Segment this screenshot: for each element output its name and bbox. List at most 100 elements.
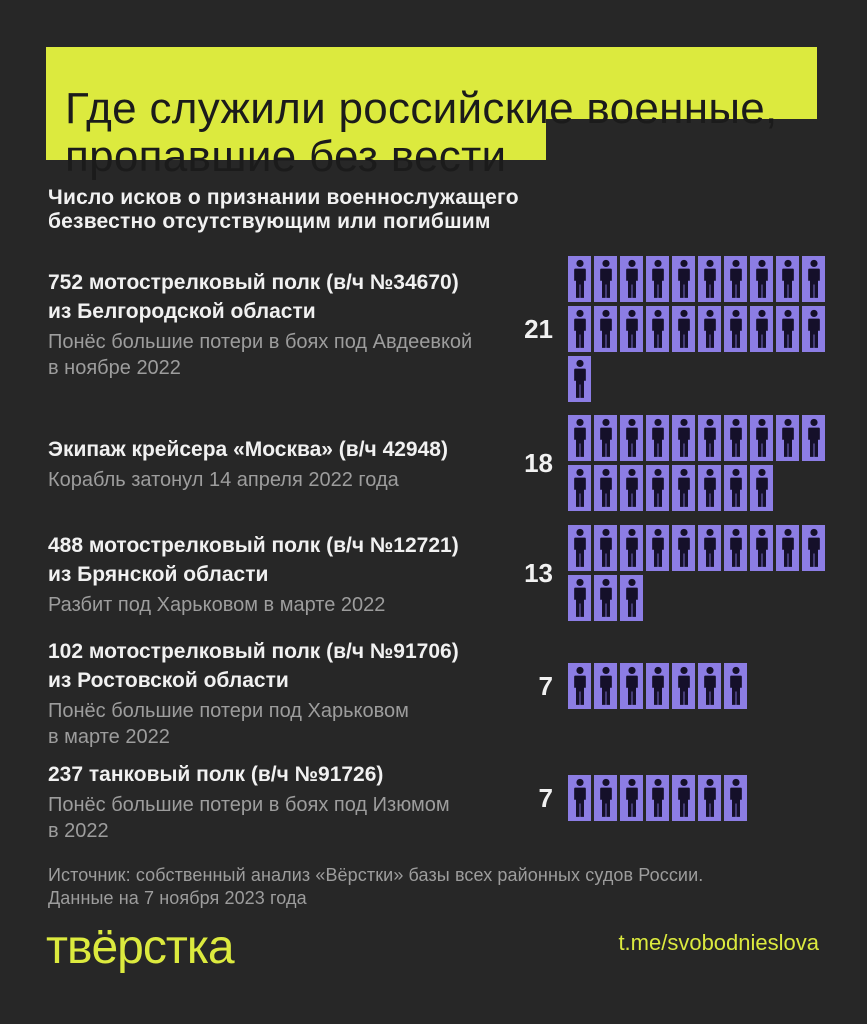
pictogram-unit xyxy=(646,256,669,302)
pictogram-unit xyxy=(724,465,747,511)
pictogram-unit xyxy=(568,575,591,621)
person-icon xyxy=(755,309,768,348)
person-icon xyxy=(755,468,768,507)
pictogram-unit xyxy=(672,256,695,302)
person-icon xyxy=(625,666,638,705)
source-note: Источник: собственный анализ «Вёрстки» б… xyxy=(48,865,704,908)
pictogram-unit xyxy=(568,415,591,461)
person-icon xyxy=(807,418,820,457)
person-icon xyxy=(703,309,716,348)
pictogram-unit xyxy=(750,525,773,571)
person-icon xyxy=(781,259,794,298)
person-icon xyxy=(651,309,664,348)
pictogram-unit xyxy=(594,775,617,821)
unit-note: Разбит под Харьковом в марте 2022 xyxy=(48,594,386,616)
person-icon xyxy=(599,666,612,705)
chart-row: 488 мотострелковый полк (в/ч №12721) из … xyxy=(48,525,825,621)
unit-name: 752 мотострелковый полк (в/ч №34670) из … xyxy=(48,271,459,323)
person-icon xyxy=(781,418,794,457)
person-icon xyxy=(573,666,586,705)
person-icon xyxy=(807,528,820,567)
unit-note: Понёс большие потери в боях под Изюмом в… xyxy=(48,794,450,842)
chart-row: 237 танковый полк (в/ч №91726) Понёс бол… xyxy=(48,760,819,850)
person-icon xyxy=(755,528,768,567)
pictogram-unit xyxy=(802,525,825,571)
person-icon xyxy=(729,418,742,457)
pictogram-unit xyxy=(672,465,695,511)
pictogram-unit xyxy=(672,306,695,352)
person-icon xyxy=(729,259,742,298)
person-icon xyxy=(729,666,742,705)
verstka-logo: твёрстка xyxy=(46,921,235,974)
pictogram-unit xyxy=(594,663,617,709)
person-icon xyxy=(625,468,638,507)
person-icon xyxy=(651,666,664,705)
person-icon xyxy=(625,578,638,617)
pictogram-unit xyxy=(568,663,591,709)
person-icon xyxy=(599,578,612,617)
pictogram-unit xyxy=(724,525,747,571)
unit-name: Экипаж крейсера «Москва» (в/ч 42948) xyxy=(48,438,448,461)
person-icon xyxy=(625,528,638,567)
person-icon xyxy=(651,418,664,457)
pictogram-unit xyxy=(698,525,721,571)
pictogram-unit xyxy=(776,415,799,461)
pictogram-unit xyxy=(750,306,773,352)
chart-row-text: Экипаж крейсера «Москва» (в/ч 42948) Кор… xyxy=(48,435,533,493)
pictogram-unit xyxy=(672,663,695,709)
person-icon xyxy=(729,468,742,507)
unit-note: Понёс большие потери в боях под Авдеевко… xyxy=(48,331,473,379)
pictogram-unit xyxy=(724,415,747,461)
person-icon xyxy=(625,259,638,298)
chart-row: 102 мотострелковый полк (в/ч №91706) из … xyxy=(48,637,819,750)
chart-row-text: 237 танковый полк (в/ч №91726) Понёс бол… xyxy=(48,760,533,844)
pictogram-unit xyxy=(802,306,825,352)
count-value: 7 xyxy=(538,671,553,701)
pictogram-unit xyxy=(776,256,799,302)
pictogram-unit xyxy=(698,256,721,302)
person-icon xyxy=(703,418,716,457)
pictogram-unit xyxy=(594,256,617,302)
pictogram-unit xyxy=(750,415,773,461)
person-icon xyxy=(599,418,612,457)
count-value: 18 xyxy=(524,448,553,478)
pictogram-grid xyxy=(568,256,830,402)
pictogram-unit xyxy=(802,415,825,461)
pictogram-unit xyxy=(594,575,617,621)
person-icon xyxy=(677,259,690,298)
pictogram-unit xyxy=(750,465,773,511)
pictogram-unit xyxy=(646,415,669,461)
chart-row: Экипаж крейсера «Москва» (в/ч 42948) Кор… xyxy=(48,415,825,511)
count-value: 13 xyxy=(524,558,553,588)
person-icon xyxy=(573,418,586,457)
person-icon xyxy=(677,309,690,348)
pictogram-grid xyxy=(568,525,830,621)
pictogram-unit xyxy=(620,306,643,352)
pictogram-grid xyxy=(568,775,830,821)
person-icon xyxy=(599,778,612,817)
pictogram-unit xyxy=(568,306,591,352)
pictogram-unit xyxy=(724,663,747,709)
pictogram-unit xyxy=(672,775,695,821)
chart-row-text: 102 мотострелковый полк (в/ч №91706) из … xyxy=(48,637,533,750)
person-icon xyxy=(573,528,586,567)
person-icon xyxy=(677,666,690,705)
person-icon xyxy=(729,309,742,348)
person-icon xyxy=(651,528,664,567)
person-icon xyxy=(807,309,820,348)
pictogram-unit xyxy=(646,663,669,709)
person-icon xyxy=(755,259,768,298)
person-icon xyxy=(651,468,664,507)
pictogram-unit xyxy=(698,306,721,352)
person-icon xyxy=(703,778,716,817)
person-icon xyxy=(755,418,768,457)
person-icon xyxy=(573,778,586,817)
person-icon xyxy=(651,259,664,298)
pictogram-unit xyxy=(750,256,773,302)
title-highlight-top xyxy=(46,47,817,119)
telegram-link[interactable]: t.me/svobodnieslova xyxy=(618,930,819,955)
chart-row: 752 мотострелковый полк (в/ч №34670) из … xyxy=(48,256,825,402)
pictogram-unit xyxy=(672,525,695,571)
unit-name: 102 мотострелковый полк (в/ч №91706) из … xyxy=(48,640,459,692)
